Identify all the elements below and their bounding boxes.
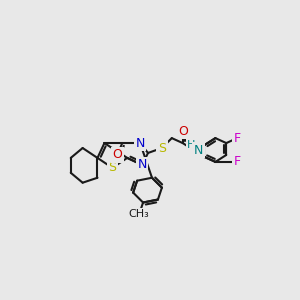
Text: H: H (186, 140, 195, 150)
Text: N: N (135, 136, 145, 150)
Text: O: O (112, 148, 122, 161)
Text: S: S (158, 142, 166, 154)
Text: F: F (234, 132, 241, 145)
Text: F: F (234, 155, 241, 168)
Text: S: S (108, 161, 116, 174)
Text: O: O (178, 125, 188, 138)
Text: N: N (194, 143, 203, 157)
Text: N: N (137, 158, 147, 171)
Text: CH₃: CH₃ (129, 209, 149, 219)
